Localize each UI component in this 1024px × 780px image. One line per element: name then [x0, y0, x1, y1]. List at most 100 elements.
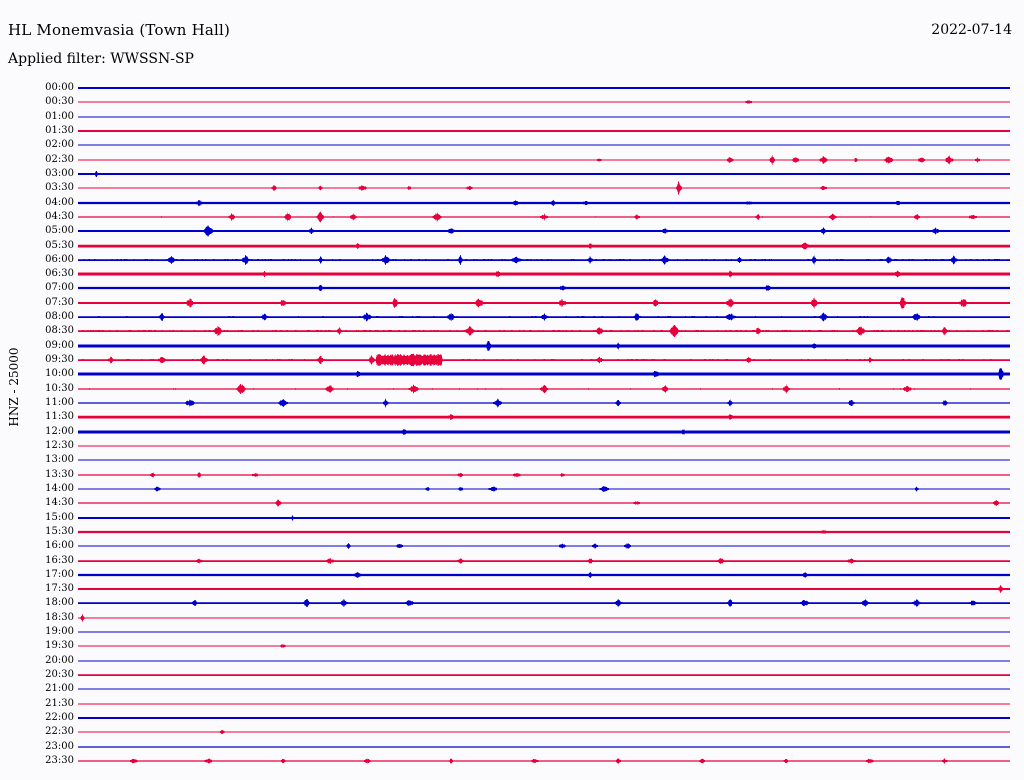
- trace-time-label: 20:00: [45, 654, 74, 666]
- trace-canvas[interactable]: [78, 239, 1010, 253]
- trace-canvas[interactable]: [78, 582, 1010, 596]
- trace-canvas[interactable]: [78, 511, 1010, 525]
- applied-filter-label: Applied filter: WWSSN-SP: [8, 51, 194, 67]
- trace-row: 16:00: [0, 539, 1024, 553]
- trace-canvas[interactable]: [78, 339, 1010, 353]
- trace-canvas[interactable]: [78, 324, 1010, 338]
- trace-row: 01:30: [0, 124, 1024, 138]
- trace-canvas[interactable]: [78, 124, 1010, 138]
- trace-canvas[interactable]: [78, 482, 1010, 496]
- trace-time-label: 08:00: [45, 311, 74, 323]
- trace-canvas[interactable]: [78, 539, 1010, 553]
- trace-canvas[interactable]: [78, 468, 1010, 482]
- trace-canvas[interactable]: [78, 496, 1010, 510]
- trace-time-label: 04:30: [45, 210, 74, 222]
- trace-time-label: 19:30: [45, 640, 74, 652]
- trace-canvas[interactable]: [78, 410, 1010, 424]
- trace-time-label: 03:30: [45, 182, 74, 194]
- trace-time-label: 12:30: [45, 439, 74, 451]
- trace-row: 00:00: [0, 81, 1024, 95]
- trace-time-label: 06:30: [45, 268, 74, 280]
- trace-time-label: 13:30: [45, 468, 74, 480]
- trace-time-label: 16:30: [45, 554, 74, 566]
- trace-canvas[interactable]: [78, 138, 1010, 152]
- trace-row: 10:30: [0, 382, 1024, 396]
- trace-canvas[interactable]: [78, 668, 1010, 682]
- trace-canvas[interactable]: [78, 267, 1010, 281]
- trace-time-label: 05:00: [45, 225, 74, 237]
- trace-canvas[interactable]: [78, 210, 1010, 224]
- trace-time-label: 02:30: [45, 153, 74, 165]
- trace-canvas[interactable]: [78, 697, 1010, 711]
- trace-time-label: 01:00: [45, 110, 74, 122]
- trace-row: 07:00: [0, 281, 1024, 295]
- trace-canvas[interactable]: [78, 568, 1010, 582]
- trace-time-label: 14:30: [45, 497, 74, 509]
- trace-row: 06:30: [0, 267, 1024, 281]
- trace-canvas[interactable]: [78, 425, 1010, 439]
- trace-canvas[interactable]: [78, 625, 1010, 639]
- trace-row: 14:30: [0, 496, 1024, 510]
- trace-row: 07:30: [0, 296, 1024, 310]
- trace-row: 08:30: [0, 324, 1024, 338]
- trace-time-label: 21:30: [45, 697, 74, 709]
- trace-row: 23:30: [0, 754, 1024, 768]
- trace-row: 18:00: [0, 596, 1024, 610]
- trace-time-label: 10:30: [45, 382, 74, 394]
- trace-row: 21:00: [0, 682, 1024, 696]
- trace-row: 13:30: [0, 468, 1024, 482]
- trace-row: 20:00: [0, 654, 1024, 668]
- trace-canvas[interactable]: [78, 224, 1010, 238]
- trace-canvas[interactable]: [78, 654, 1010, 668]
- trace-row: 17:30: [0, 582, 1024, 596]
- trace-time-label: 21:00: [45, 683, 74, 695]
- trace-canvas[interactable]: [78, 310, 1010, 324]
- trace-canvas[interactable]: [78, 382, 1010, 396]
- trace-canvas[interactable]: [78, 253, 1010, 267]
- trace-time-label: 22:00: [45, 712, 74, 724]
- trace-canvas[interactable]: [78, 554, 1010, 568]
- trace-time-label: 04:00: [45, 196, 74, 208]
- trace-row: 02:30: [0, 153, 1024, 167]
- trace-row: 05:30: [0, 239, 1024, 253]
- trace-canvas[interactable]: [78, 110, 1010, 124]
- trace-canvas[interactable]: [78, 596, 1010, 610]
- trace-row: 14:00: [0, 482, 1024, 496]
- trace-row: 18:30: [0, 611, 1024, 625]
- trace-canvas[interactable]: [78, 281, 1010, 295]
- trace-canvas[interactable]: [78, 181, 1010, 195]
- trace-time-label: 11:00: [45, 397, 74, 409]
- trace-time-label: 10:00: [45, 368, 74, 380]
- trace-time-label: 15:00: [45, 511, 74, 523]
- trace-time-label: 13:00: [45, 454, 74, 466]
- trace-canvas[interactable]: [78, 439, 1010, 453]
- trace-time-label: 05:30: [45, 239, 74, 251]
- trace-canvas[interactable]: [78, 611, 1010, 625]
- trace-row: 10:00: [0, 367, 1024, 381]
- trace-canvas[interactable]: [78, 639, 1010, 653]
- trace-time-label: 07:00: [45, 282, 74, 294]
- trace-canvas[interactable]: [78, 367, 1010, 381]
- trace-canvas[interactable]: [78, 682, 1010, 696]
- trace-row: 23:00: [0, 740, 1024, 754]
- trace-row: 03:30: [0, 181, 1024, 195]
- trace-canvas[interactable]: [78, 95, 1010, 109]
- trace-canvas[interactable]: [78, 353, 1010, 367]
- trace-canvas[interactable]: [78, 81, 1010, 95]
- trace-row: 02:00: [0, 138, 1024, 152]
- trace-canvas[interactable]: [78, 754, 1010, 768]
- trace-canvas[interactable]: [78, 525, 1010, 539]
- trace-canvas[interactable]: [78, 453, 1010, 467]
- trace-time-label: 22:30: [45, 726, 74, 738]
- trace-canvas[interactable]: [78, 296, 1010, 310]
- trace-time-label: 03:00: [45, 167, 74, 179]
- trace-canvas[interactable]: [78, 725, 1010, 739]
- trace-row: 12:00: [0, 425, 1024, 439]
- trace-canvas[interactable]: [78, 740, 1010, 754]
- trace-canvas[interactable]: [78, 396, 1010, 410]
- trace-canvas[interactable]: [78, 153, 1010, 167]
- trace-canvas[interactable]: [78, 711, 1010, 725]
- trace-canvas[interactable]: [78, 196, 1010, 210]
- trace-canvas[interactable]: [78, 167, 1010, 181]
